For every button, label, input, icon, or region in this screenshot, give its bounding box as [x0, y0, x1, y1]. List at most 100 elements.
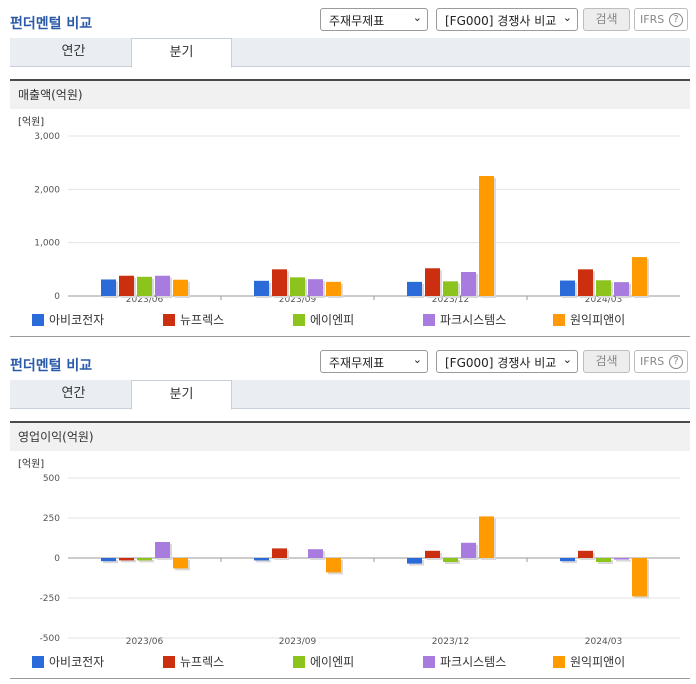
y-tick-label: 250 — [43, 514, 60, 524]
legend-item[interactable]: 에이엔피 — [293, 313, 354, 329]
statement-type-value: 주재무제표 — [329, 356, 385, 370]
search-button[interactable]: 검색 — [583, 350, 630, 373]
tab-quarterly[interactable]: 분기 — [131, 38, 232, 68]
ifrs-button[interactable]: IFRS ? — [634, 8, 688, 31]
peer-group-select[interactable]: [FG000] 경쟁사 비교 ⌄ — [436, 8, 578, 31]
bar[interactable] — [137, 276, 152, 296]
chart-legend: 아비코전자 뉴프렉스 에이엔피 파크시스템스 원익피앤이 — [32, 313, 682, 329]
chart-title: 영업이익(억원) — [18, 430, 94, 444]
bar[interactable] — [425, 268, 440, 296]
bar[interactable] — [632, 257, 647, 296]
bar[interactable] — [407, 558, 422, 564]
bar[interactable] — [614, 282, 629, 296]
legend-swatch — [553, 656, 565, 668]
bar[interactable] — [137, 558, 152, 561]
bar[interactable] — [632, 558, 647, 597]
legend-label: 원익피앤이 — [570, 313, 626, 327]
legend-item[interactable]: 아비코전자 — [32, 313, 104, 329]
bar-shadow — [103, 560, 118, 564]
bar[interactable] — [479, 516, 494, 558]
bar[interactable] — [443, 281, 458, 296]
bar[interactable] — [461, 542, 476, 558]
help-icon[interactable]: ? — [669, 13, 683, 27]
y-tick-label: 2,000 — [34, 185, 60, 195]
bar[interactable] — [326, 281, 341, 296]
revenue-chart: [억원] 0 1,000 2,000 3,000 2023/06 2023/09 2023/1… — [18, 116, 680, 305]
fundamental-panel-2: 펀더멘털 비교 주재무제표 ⌄ [FG000] 경쟁사 비교 ⌄ 검색 IFRS… — [0, 342, 696, 684]
bar[interactable] — [425, 550, 440, 558]
x-tick-label: 2024/03 — [585, 295, 622, 305]
bar-shadow — [562, 560, 577, 564]
bar[interactable] — [479, 176, 494, 296]
help-icon[interactable]: ? — [669, 355, 683, 369]
bar[interactable] — [119, 275, 134, 296]
chevron-down-icon: ⌄ — [412, 11, 422, 24]
bar[interactable] — [173, 279, 188, 296]
legend-label: 원익피앤이 — [570, 655, 626, 669]
chart-header: 매출액(억원) — [10, 79, 690, 109]
bar[interactable] — [272, 269, 287, 296]
ifrs-button[interactable]: IFRS ? — [634, 350, 688, 373]
bar[interactable] — [101, 279, 116, 296]
bar[interactable] — [155, 542, 170, 558]
bar[interactable] — [254, 558, 269, 561]
bar[interactable] — [578, 269, 593, 296]
legend-label: 아비코전자 — [49, 313, 105, 327]
legend-label: 파크시스템스 — [440, 313, 507, 327]
bar[interactable] — [560, 558, 575, 562]
tab-annual[interactable]: 연간 — [61, 44, 86, 59]
bar[interactable] — [173, 558, 188, 569]
legend-label: 아비코전자 — [49, 655, 105, 669]
x-tick-label: 2023/12 — [432, 637, 469, 647]
panel-title: 펀더멘털 비교 — [10, 16, 93, 32]
y-tick-label: -500 — [40, 634, 61, 644]
bar[interactable] — [326, 558, 341, 573]
chart-title: 매출액(억원) — [18, 88, 83, 102]
bar[interactable] — [578, 550, 593, 558]
period-tabs: 연간 분기 — [10, 38, 690, 68]
bar[interactable] — [461, 272, 476, 296]
tab-annual[interactable]: 연간 — [61, 386, 86, 401]
bar[interactable] — [614, 558, 629, 560]
bar[interactable] — [407, 281, 422, 296]
bar[interactable] — [596, 280, 611, 296]
bar[interactable] — [155, 275, 170, 296]
peer-group-value: [FG000] 경쟁사 비교 — [445, 14, 557, 28]
peer-group-value: [FG000] 경쟁사 비교 — [445, 356, 557, 370]
bar[interactable] — [443, 558, 458, 562]
legend-item[interactable]: 원익피앤이 — [553, 313, 625, 329]
divider — [10, 678, 690, 679]
search-button[interactable]: 검색 — [583, 8, 630, 31]
legend-item[interactable]: 원익피앤이 — [553, 655, 625, 671]
legend-item[interactable]: 뉴프렉스 — [163, 655, 224, 671]
y-tick-label: 500 — [43, 474, 60, 484]
statement-type-select[interactable]: 주재무제표 ⌄ — [320, 350, 428, 373]
bar[interactable] — [290, 277, 305, 296]
operating-profit-chart: [억원] -500 -250 0 250 500 2023/06 2023/09 2023/12… — [18, 458, 680, 647]
unit-label: [억원] — [18, 116, 44, 128]
bar[interactable] — [308, 279, 323, 296]
x-tick-label: 2023/06 — [126, 295, 164, 305]
tab-quarterly[interactable]: 분기 — [131, 380, 232, 410]
legend-item[interactable]: 에이엔피 — [293, 655, 354, 671]
legend-item[interactable]: 아비코전자 — [32, 655, 104, 671]
peer-group-select[interactable]: [FG000] 경쟁사 비교 ⌄ — [436, 350, 578, 373]
bar[interactable] — [254, 280, 269, 296]
legend-label: 에이엔피 — [310, 313, 355, 327]
y-tick-label: -250 — [40, 594, 61, 604]
y-tick-label: 0 — [54, 554, 60, 564]
bar-shadow — [121, 560, 136, 563]
bar[interactable] — [119, 558, 134, 561]
legend-item[interactable]: 파크시스템스 — [423, 313, 506, 329]
chevron-down-icon: ⌄ — [412, 353, 422, 366]
legend-item[interactable]: 뉴프렉스 — [163, 313, 224, 329]
statement-type-select[interactable]: 주재무제표 ⌄ — [320, 8, 428, 31]
bar[interactable] — [272, 548, 287, 558]
legend-label: 뉴프렉스 — [180, 313, 225, 327]
bar[interactable] — [308, 549, 323, 558]
bar[interactable] — [596, 558, 611, 562]
bar[interactable] — [101, 558, 116, 562]
legend-item[interactable]: 파크시스템스 — [423, 655, 506, 671]
bar[interactable] — [560, 280, 575, 296]
legend-swatch — [32, 314, 44, 326]
